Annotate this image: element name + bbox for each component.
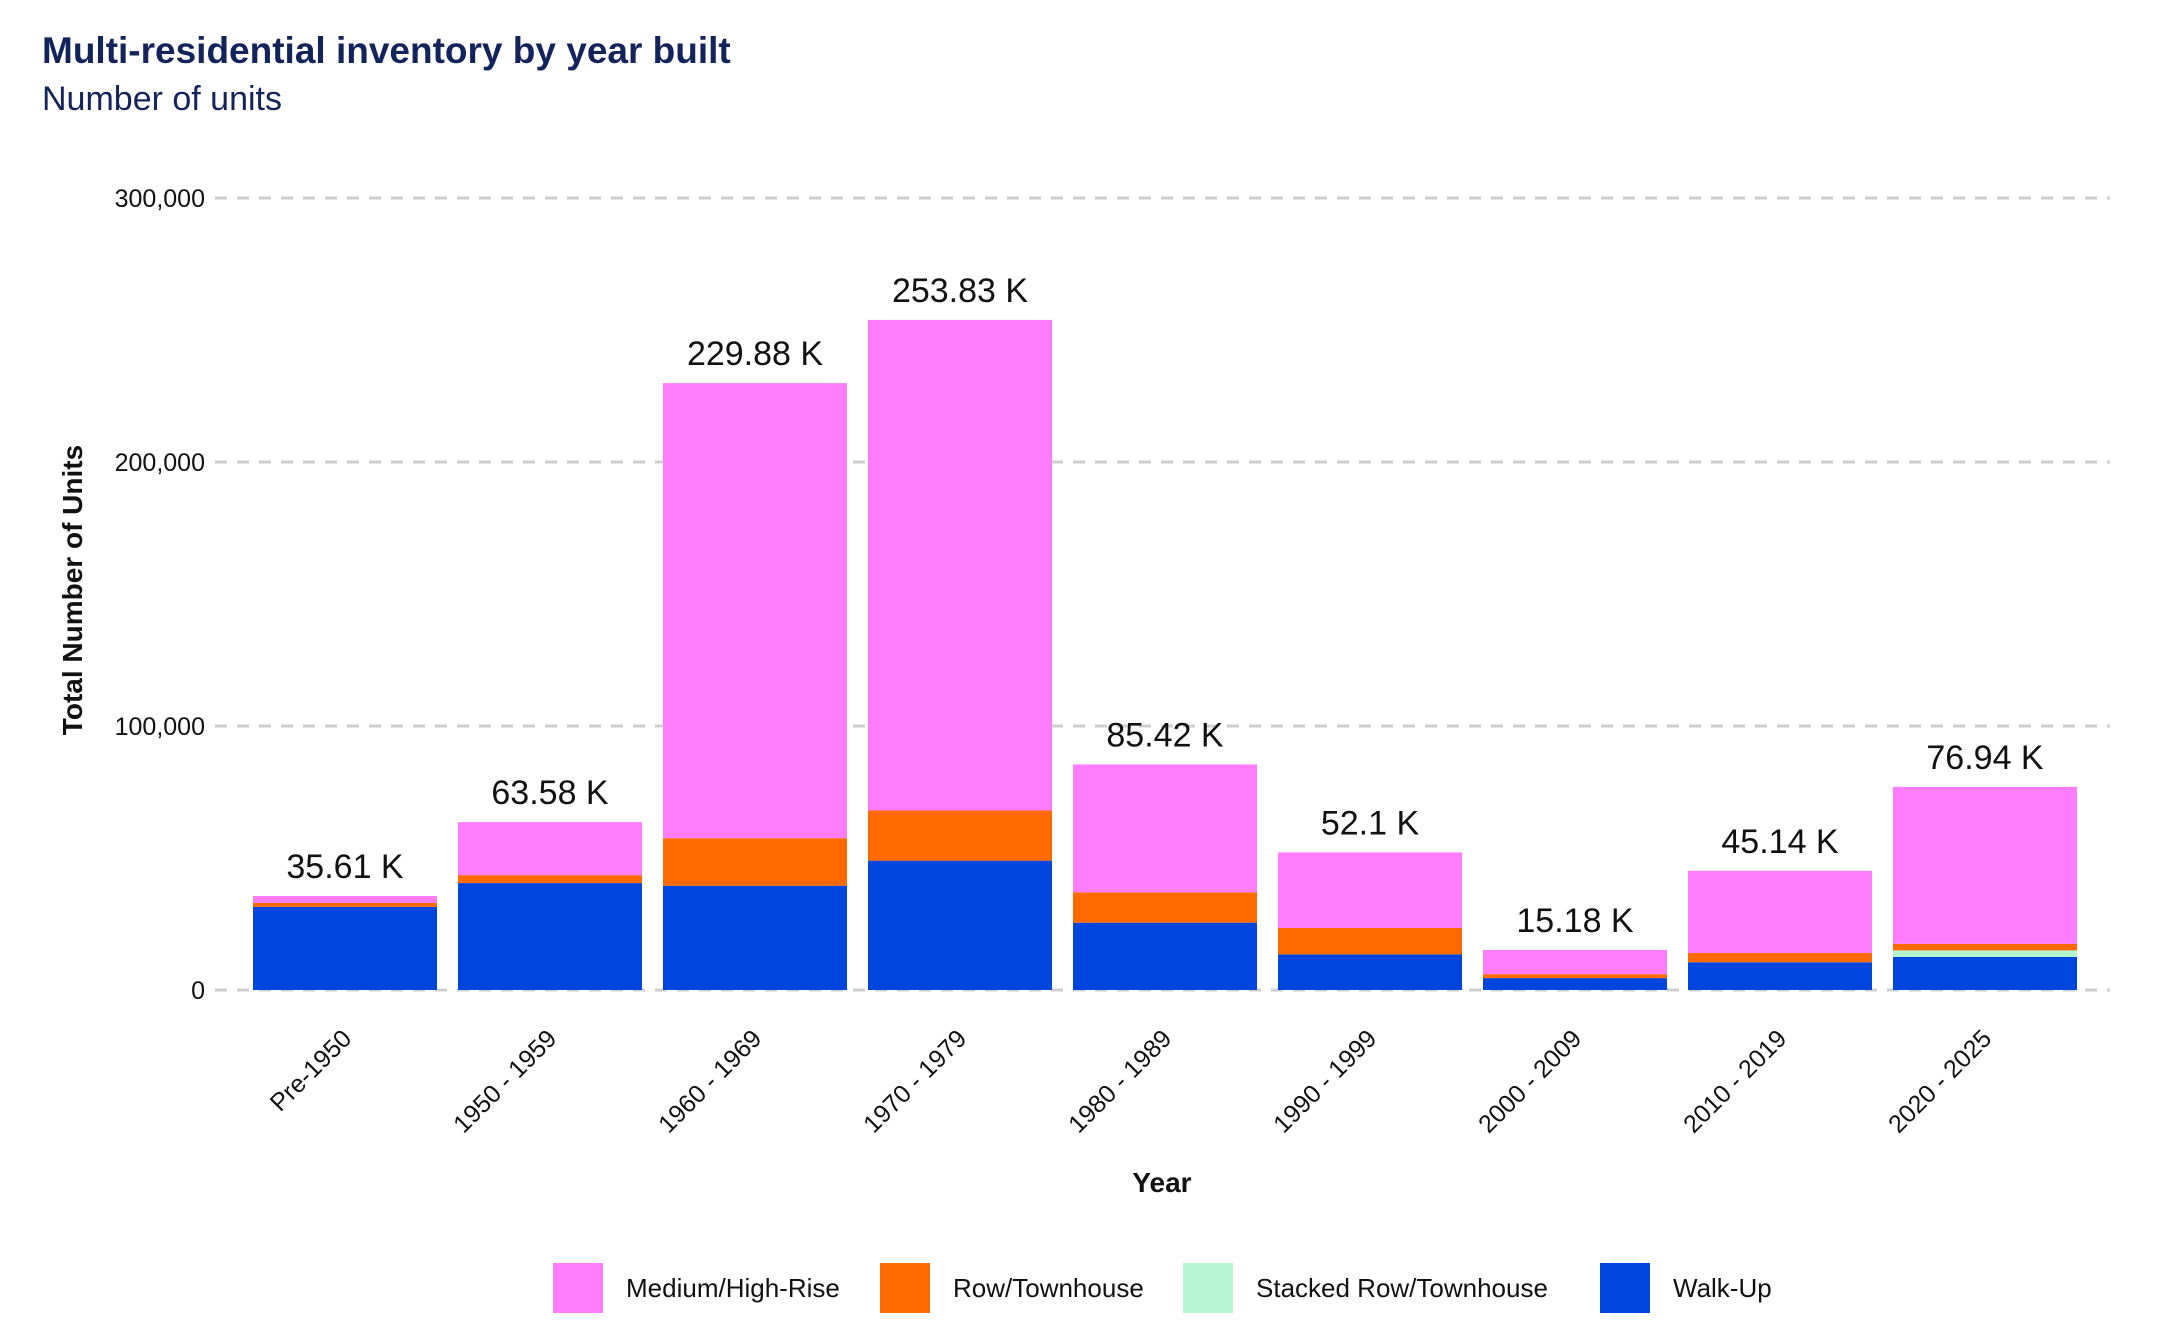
y-axis-ticks: 0 100,000 200,000 300,000 — [115, 185, 205, 1005]
bar-total-label: 76.94 K — [1926, 739, 2044, 777]
bar-total-label: 15.18 K — [1516, 902, 1634, 940]
bar-total-label: 35.61 K — [286, 848, 404, 886]
bar-segment — [1073, 764, 1257, 893]
bar-segment — [1278, 852, 1462, 928]
bar-total-label: 253.83 K — [892, 272, 1028, 310]
bars — [253, 319, 2077, 990]
data-labels: 35.61 K 63.58 K 229.88 K 253.83 K 85.42 K 52.… — [286, 272, 2044, 940]
bar-segment — [1483, 978, 1667, 990]
legend: Medium/High-Rise Row/Townhouse Stacked Row… — [553, 1263, 1772, 1313]
bar-segment — [1483, 974, 1667, 979]
x-axis-ticks: Pre-1950 1950 - 1959 1960 - 1969 1970 - 197… — [265, 1024, 1998, 1138]
x-tick-label: 1970 - 1979 — [858, 1024, 972, 1138]
x-tick-label: 2010 - 2019 — [1678, 1024, 1792, 1138]
bar-segment — [1893, 957, 2077, 990]
bar-segment — [1688, 962, 1872, 990]
legend-swatch — [880, 1263, 930, 1313]
y-axis-title: Total Number of Units — [57, 445, 88, 735]
bar-segment — [458, 822, 642, 876]
legend-swatch — [1183, 1263, 1233, 1313]
bar-segment — [1893, 786, 2077, 944]
bar-segment — [1278, 927, 1462, 955]
bar-segment — [868, 810, 1052, 861]
x-tick-label: Pre-1950 — [265, 1024, 358, 1117]
x-tick-label: 1960 - 1969 — [653, 1024, 767, 1138]
y-tick-label: 200,000 — [115, 449, 205, 477]
bar-segment — [868, 860, 1052, 990]
x-tick-label: 2020 - 2025 — [1883, 1024, 1997, 1138]
y-tick-label: 100,000 — [115, 713, 205, 741]
bar-segment — [1893, 943, 2077, 951]
y-tick-label: 0 — [191, 977, 205, 1005]
bar-segment — [253, 902, 437, 907]
x-axis-title: Year — [1132, 1167, 1191, 1198]
bar-segment — [1893, 950, 2077, 957]
bar-segment — [663, 838, 847, 886]
bar-segment — [458, 875, 642, 884]
x-tick-label: 1990 - 1999 — [1268, 1024, 1382, 1138]
bar-total-label: 85.42 K — [1106, 716, 1224, 754]
bar-segment — [1688, 953, 1872, 963]
bar-segment — [1073, 892, 1257, 923]
legend-label: Row/Townhouse — [953, 1273, 1144, 1303]
bar-segment — [663, 885, 847, 990]
x-tick-label: 1950 - 1959 — [448, 1024, 562, 1138]
bar-segment — [1073, 922, 1257, 990]
legend-label: Medium/High-Rise — [626, 1273, 840, 1303]
bar-segment — [868, 319, 1052, 811]
bar-total-label: 52.1 K — [1321, 804, 1420, 842]
bar-segment — [458, 883, 642, 990]
legend-label: Stacked Row/Townhouse — [1256, 1273, 1548, 1303]
bar-segment — [253, 895, 437, 903]
bar-segment — [1278, 954, 1462, 990]
bar-segment — [1688, 870, 1872, 954]
x-tick-label: 2000 - 2009 — [1473, 1024, 1587, 1138]
bar-total-label: 63.58 K — [491, 774, 609, 812]
bar-segment — [253, 906, 437, 990]
bar-total-label: 229.88 K — [687, 335, 823, 373]
legend-label: Walk-Up — [1673, 1273, 1772, 1303]
chart-subtitle: Number of units — [42, 80, 282, 118]
bar-segment — [1483, 949, 1667, 975]
bar-total-label: 45.14 K — [1721, 823, 1839, 861]
y-tick-label: 300,000 — [115, 185, 205, 213]
x-tick-label: 1980 - 1989 — [1063, 1024, 1177, 1138]
bar-segment — [663, 383, 847, 839]
legend-swatch — [553, 1263, 603, 1313]
chart-title: Multi-residential inventory by year buil… — [42, 30, 731, 71]
legend-swatch — [1600, 1263, 1650, 1313]
